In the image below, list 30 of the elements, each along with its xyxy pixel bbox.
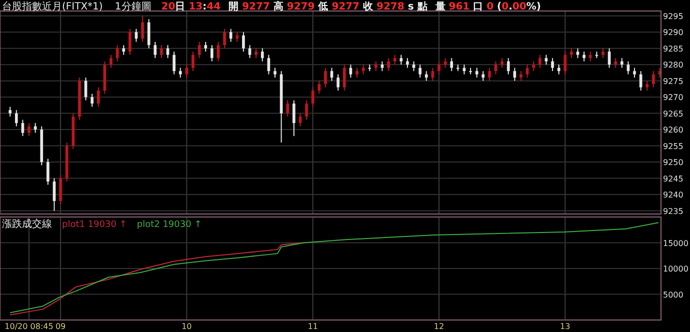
text: 量 961 口 0 (0.00%) [435, 2, 541, 12]
y-tick-label: 5000 [663, 290, 684, 300]
chart-title: 台股指數近月(FITX*1) [2, 0, 103, 12]
y-tick-label: 10000 [663, 264, 688, 274]
chart-subtitle: 1分鐘圖 [114, 0, 152, 12]
y-tick-label: 9255 [663, 142, 684, 151]
x-tick-label: 13 [560, 322, 570, 331]
y-tick-label: 9250 [663, 158, 684, 168]
x-tick-label: 11 [308, 322, 318, 331]
y-tick-label: 9275 [663, 76, 684, 86]
y-tick-label: 9240 [663, 190, 684, 200]
x-tick-label: 12 [434, 322, 444, 331]
y-tick-label: 9260 [663, 126, 684, 135]
y-tick-label: 9270 [663, 93, 684, 102]
text: plot1 19030 ↑ [62, 220, 127, 230]
text: 開 9277 高 9279 低 9277 收 9278 s 點 [228, 2, 428, 12]
text: plot2 19030 ↑ [136, 220, 202, 230]
x-tick-label: 09 [55, 322, 66, 331]
x-tick-label: 10 [182, 322, 192, 331]
chart-title: 漲跌成交線 [2, 218, 52, 230]
y-tick-label: 9295 [663, 12, 684, 21]
y-tick-label: 9265 [663, 109, 684, 118]
y-tick-label: 9285 [663, 44, 684, 54]
x-tick-label: 10/20 08:45 [4, 322, 54, 331]
y-tick-label: 9245 [663, 174, 684, 184]
y-tick-label: 15000 [663, 238, 688, 248]
annotation: 20日 13:44 [161, 2, 221, 12]
y-tick-label: 9280 [663, 60, 684, 70]
y-tick-label: 9235 [663, 206, 684, 216]
y-tick-label: 9290 [663, 28, 684, 38]
